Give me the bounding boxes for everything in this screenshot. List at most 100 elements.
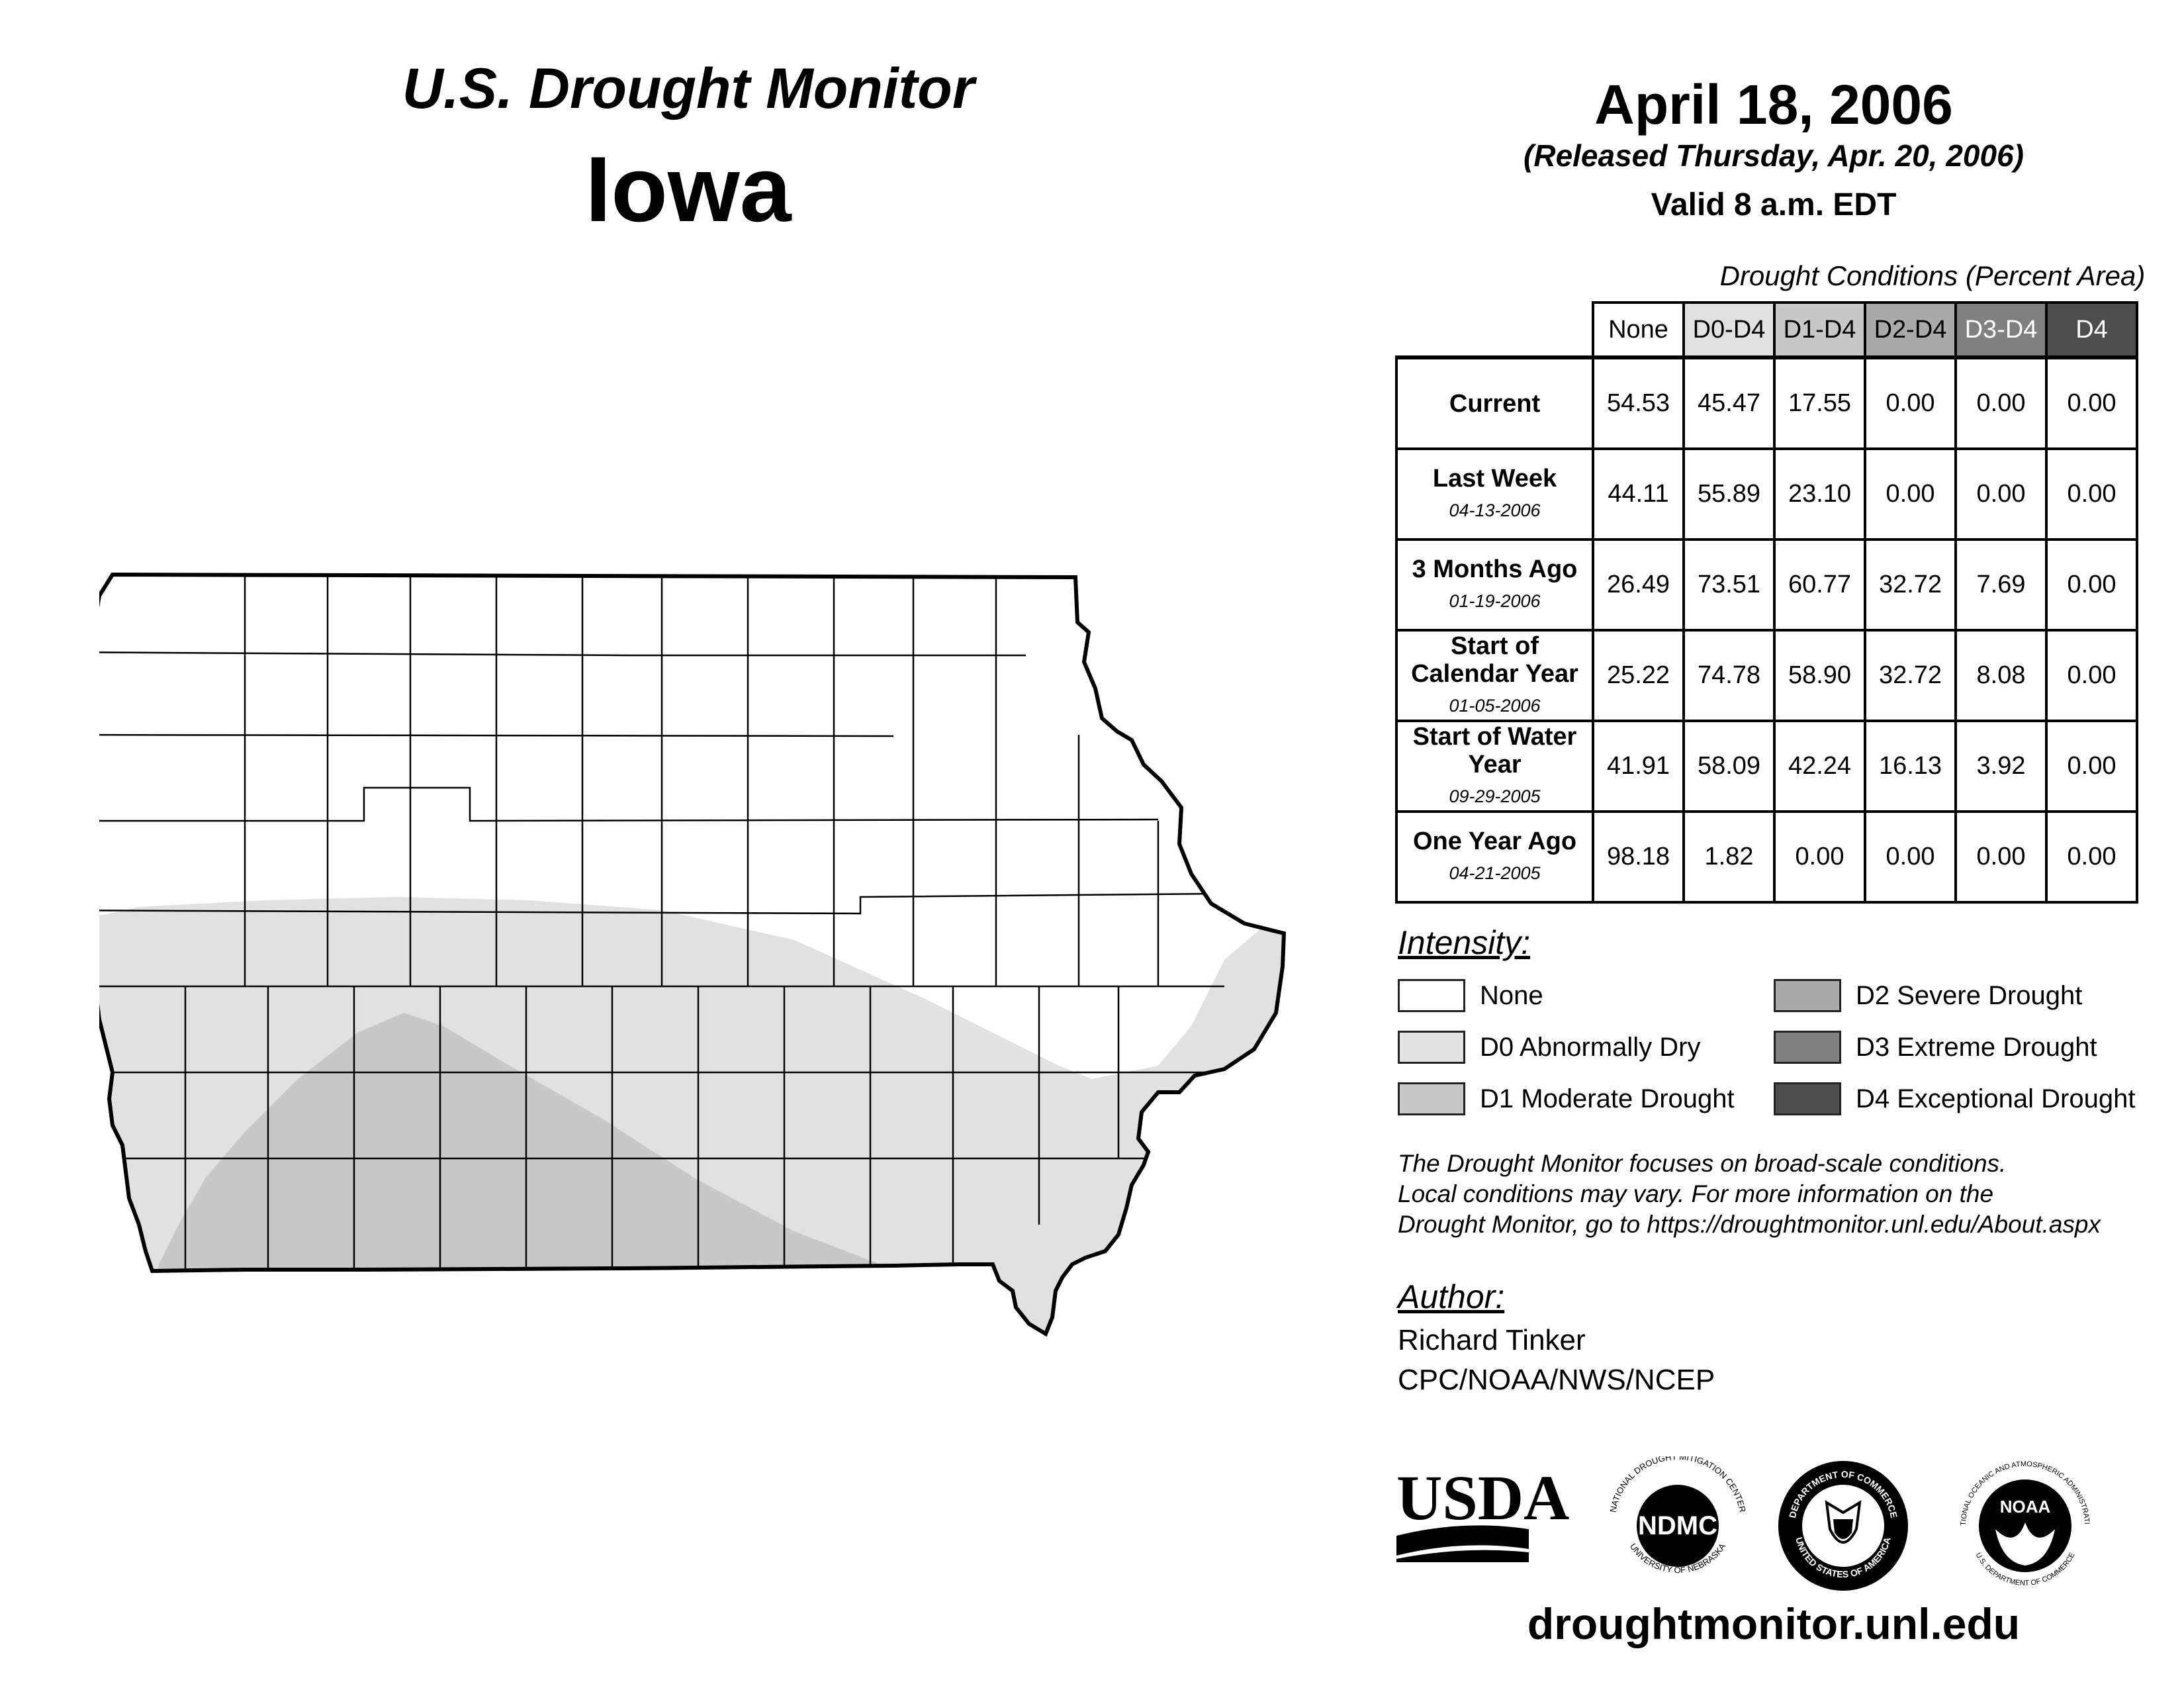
- col-header: None: [1592, 301, 1685, 359]
- row-label: One Year Ago 04-21-2005: [1395, 810, 1594, 904]
- table-caption: Drought Conditions (Percent Area): [1719, 260, 2146, 291]
- table-cell: 54.53: [1592, 356, 1685, 450]
- row-label-text: Start of Calendar Year: [1411, 632, 1578, 688]
- table-cell: 32.72: [1864, 629, 1957, 722]
- table-cell: 0.00: [2045, 629, 2138, 722]
- row-label-text: Current: [1449, 389, 1541, 418]
- map-title-state: Iowa: [585, 137, 792, 241]
- table-cell: 0.00: [1954, 810, 2048, 904]
- map-date: April 18, 2006: [1594, 73, 1953, 136]
- legend-heading: Intensity:: [1398, 924, 1531, 961]
- table-cell: 7.69: [1954, 538, 2048, 632]
- author-heading: Author:: [1398, 1278, 1505, 1315]
- legend-item: D3 Extreme Drought: [1774, 1030, 2097, 1064]
- map-title-line1: U.S. Drought Monitor: [402, 57, 975, 120]
- legend-swatch: [1774, 1031, 1841, 1064]
- row-label-text: One Year Ago: [1412, 827, 1577, 855]
- legend-label: D2 Severe Drought: [1856, 980, 2083, 1010]
- col-header: D1-D4: [1773, 301, 1866, 359]
- table-cell: 0.00: [1954, 356, 2048, 450]
- row-date: 01-19-2006: [1449, 590, 1541, 611]
- table-cell: 0.00: [1954, 447, 2048, 541]
- col-header: D0-D4: [1682, 301, 1776, 359]
- legend-label: D1 Moderate Drought: [1480, 1084, 1735, 1113]
- col-header: D4: [2045, 301, 2138, 359]
- legend-item: D4 Exceptional Drought: [1774, 1082, 2135, 1116]
- table-row: 3 Months Ago 01-19-2006 26.49 73.51 60.77 32.…: [1395, 538, 2138, 632]
- svg-text:USDA: USDA: [1396, 1462, 1569, 1533]
- county-lines: [99, 575, 1225, 1278]
- footnote-line: Local conditions may vary. For more info…: [1398, 1180, 1994, 1207]
- table-row: Current 54.53 45.47 17.55 0.00 0.00 0.00: [1395, 356, 2138, 450]
- svg-text:NDMC: NDMC: [1638, 1511, 1717, 1540]
- row-date: 01-05-2006: [1449, 695, 1541, 716]
- row-label-text: Last Week: [1432, 464, 1557, 492]
- table-cell: 0.00: [2045, 538, 2138, 632]
- legend-swatch: [1774, 1082, 1841, 1115]
- author-name: Richard Tinker: [1398, 1324, 1586, 1356]
- table-cell: 58.90: [1773, 629, 1866, 722]
- legend-item: D1 Moderate Drought: [1398, 1082, 1735, 1116]
- footnote-line: Drought Monitor, go to https://droughtmo…: [1398, 1211, 2101, 1238]
- table-cell: 60.77: [1773, 538, 1866, 632]
- legend-swatch: [1398, 1031, 1465, 1064]
- iowa-state-border: [99, 572, 1287, 1337]
- table-cell: 0.00: [2045, 356, 2138, 450]
- agency-logos: USDA NDMC NATIONAL DROUGHT MITIGATION CE…: [1396, 1456, 2091, 1591]
- table-cell: 17.55: [1773, 356, 1866, 450]
- row-date: 04-21-2005: [1449, 863, 1541, 883]
- author-organization: CPC/NOAA/NWS/NCEP: [1398, 1364, 1715, 1396]
- legend-swatch: [1398, 979, 1465, 1012]
- table-row: One Year Ago 04-21-2005 98.18 1.82 0.00 0.00 0…: [1395, 810, 2138, 904]
- legend-label: D3 Extreme Drought: [1856, 1032, 2097, 1062]
- svg-text:NOAA: NOAA: [2000, 1497, 2051, 1517]
- valid-time: Valid 8 a.m. EDT: [1651, 187, 1897, 222]
- table-cell: 32.72: [1864, 538, 1957, 632]
- row-label-text: Start of Water Year: [1412, 722, 1577, 778]
- table-cell: 0.00: [1773, 810, 1866, 904]
- row-date: 04-13-2006: [1449, 500, 1541, 520]
- row-label: Last Week 04-13-2006: [1395, 447, 1594, 541]
- table-cell: 8.08: [1954, 629, 2048, 722]
- legend-item: None: [1398, 978, 1543, 1013]
- footnote-line: The Drought Monitor focuses on broad-sca…: [1398, 1150, 2007, 1177]
- col-header: D2-D4: [1864, 301, 1957, 359]
- iowa-drought-map: [99, 572, 1287, 1337]
- table-row: Start of Water Year 09-29-2005 41.91 58.09 4…: [1395, 720, 2138, 813]
- row-label: Start of Calendar Year 01-05-2006: [1395, 629, 1594, 722]
- table-cell: 0.00: [2045, 720, 2138, 813]
- table-cell: 23.10: [1773, 447, 1866, 541]
- table-header-row: None D0-D4 D1-D4 D2-D4 D3-D4 D4: [1396, 301, 2138, 359]
- row-label: Current: [1395, 356, 1594, 450]
- table-cell: 16.13: [1864, 720, 1957, 813]
- row-label: Start of Water Year 09-29-2005: [1395, 720, 1594, 813]
- table-cell: 44.11: [1592, 447, 1685, 541]
- table-cell: 0.00: [1864, 810, 1957, 904]
- doc-seal-logo: DEPARTMENT OF COMMERCE UNITED STATES OF …: [1778, 1461, 1908, 1591]
- table-cell: 0.00: [2045, 810, 2138, 904]
- table-cell: 55.89: [1682, 447, 1776, 541]
- table-cell: 1.82: [1682, 810, 1776, 904]
- usda-logo: USDA: [1396, 1462, 1569, 1562]
- table-cell: 0.00: [2045, 447, 2138, 541]
- row-label: 3 Months Ago 01-19-2006: [1395, 538, 1594, 632]
- table-row: Last Week 04-13-2006 44.11 55.89 23.10 0.00 0.…: [1395, 447, 2138, 541]
- table-cell: 74.78: [1682, 629, 1776, 722]
- legend-label: D4 Exceptional Drought: [1856, 1084, 2136, 1113]
- table-corner: [1396, 303, 1593, 357]
- legend-label: None: [1480, 980, 1543, 1010]
- website-link[interactable]: droughtmonitor.unl.edu: [1527, 1599, 2021, 1648]
- noaa-logo: NOAA NATIONAL OCEANIC AND ATMOSPHERIC AD…: [1953, 1456, 2091, 1587]
- footnote: The Drought Monitor focuses on broad-sca…: [1398, 1149, 2165, 1240]
- drought-conditions-table: None D0-D4 D1-D4 D2-D4 D3-D4 D4 Current 5…: [1395, 301, 2138, 904]
- table-cell: 45.47: [1682, 356, 1776, 450]
- table-cell: 73.51: [1682, 538, 1776, 632]
- row-label-text: 3 Months Ago: [1412, 555, 1578, 583]
- table-cell: 3.92: [1954, 720, 2048, 813]
- table-cell: 41.91: [1592, 720, 1685, 813]
- row-date: 09-29-2005: [1449, 786, 1541, 806]
- table-cell: 26.49: [1592, 538, 1685, 632]
- legend-item: D0 Abnormally Dry: [1398, 1030, 1700, 1064]
- table-cell: 0.00: [1864, 356, 1957, 450]
- table-cell: 98.18: [1592, 810, 1685, 904]
